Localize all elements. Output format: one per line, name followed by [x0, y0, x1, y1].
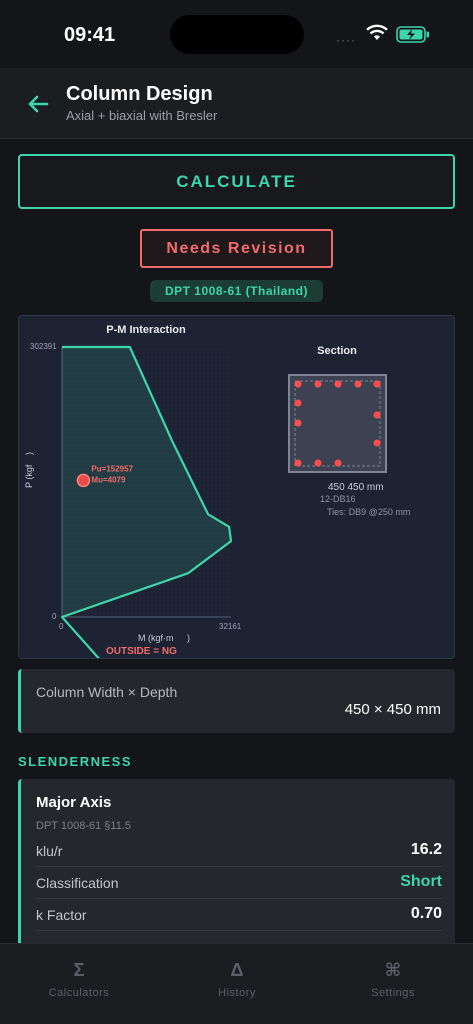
- rebar-dot: [294, 459, 302, 467]
- point-mu-label: Mu=4079: [91, 475, 126, 484]
- tab-settings[interactable]: ⌘ Settings: [333, 960, 453, 999]
- page-subtitle: Axial + biaxial with Bresler: [66, 108, 218, 123]
- result-row: k Factor 0.70: [36, 899, 442, 931]
- point-pu-label: Pu=152957: [91, 464, 133, 473]
- x-axis-label: M (kgf·m: [138, 633, 174, 643]
- x-tick-max: 32161: [219, 622, 242, 631]
- slenderness-card: Major Axis DPT 1008-61 §11.5 klu/r 16.2 …: [18, 779, 455, 959]
- rebar-dot: [334, 459, 342, 467]
- standard-badge: DPT 1008-61 (Thailand): [150, 280, 323, 302]
- row-key: k Factor: [36, 907, 87, 923]
- cellular-signal-icon: ····: [336, 33, 356, 47]
- rebar-dot: [334, 380, 342, 388]
- row-value: Short: [400, 873, 442, 890]
- rebar-dot: [373, 380, 381, 388]
- status-time: 09:41: [64, 24, 116, 46]
- nav-header: Column Design Axial + biaxial with Bresl…: [0, 68, 473, 139]
- rebar-group: [294, 380, 381, 467]
- rebar-dot: [354, 380, 362, 388]
- interaction-area: [62, 347, 231, 617]
- y-axis-label-close: ): [24, 452, 34, 455]
- column-dimension-card[interactable]: Column Width × Depth 450 × 450 mm: [18, 669, 455, 733]
- row-key: Classification: [36, 875, 119, 891]
- section-bars: 12-DB16: [320, 494, 356, 504]
- delta-icon: Δ: [230, 960, 244, 980]
- calculate-button[interactable]: CALCULATE: [18, 154, 455, 209]
- plot-grid: [62, 347, 231, 617]
- row-key: klu/r: [36, 843, 63, 859]
- pm-interaction-panel: P-M Interaction 302391 0 0 32161 P (kgf …: [18, 315, 455, 659]
- y-axis-label: P (kgf: [24, 464, 34, 488]
- column-dimension-label: Column Width × Depth: [36, 684, 178, 700]
- column-dimension-value: 450 × 450 mm: [344, 701, 441, 718]
- section-title: Section: [317, 345, 357, 357]
- rebar-dot: [294, 380, 302, 388]
- axis-title: Major Axis: [36, 794, 112, 811]
- status-badge: Needs Revision: [140, 229, 333, 268]
- row-value: 0.70: [410, 905, 442, 922]
- rebar-dot: [314, 380, 322, 388]
- column-section: [288, 374, 387, 473]
- wifi-icon: [366, 24, 388, 40]
- tab-calculators[interactable]: Σ Calculators: [19, 960, 139, 999]
- x-tick-min: 0: [59, 622, 64, 631]
- arrow-left-icon: [28, 95, 49, 113]
- section-dimensions: 450 450 mm: [328, 482, 384, 493]
- result-row: Classification Short: [36, 867, 442, 899]
- tab-label: History: [218, 987, 256, 999]
- sigma-icon: Σ: [73, 960, 85, 980]
- code-reference: DPT 1008-61 §11.5: [36, 820, 131, 832]
- x-axis-label-close: ): [187, 633, 190, 643]
- tab-label: Settings: [371, 987, 415, 999]
- result-row: klu/r 16.2: [36, 835, 442, 867]
- pm-chart-title: P-M Interaction: [106, 324, 186, 336]
- page-title: Column Design: [66, 83, 213, 105]
- rebar-dot: [294, 419, 302, 427]
- rebar-dot: [373, 439, 381, 447]
- dynamic-island: [170, 15, 304, 54]
- status-bar: 09:41 ····: [0, 0, 473, 68]
- load-point: [76, 473, 91, 488]
- tab-history[interactable]: Δ History: [177, 960, 297, 999]
- tab-bar: Σ Calculators Δ History ⌘ Settings: [0, 943, 473, 1024]
- row-value: 16.2: [410, 841, 442, 858]
- battery-charging-icon: [396, 26, 429, 43]
- rebar-dot: [314, 459, 322, 467]
- command-icon: ⌘: [384, 960, 402, 980]
- outside-ng-label: OUTSIDE = NG: [106, 646, 177, 657]
- y-tick-max: 302391: [30, 342, 57, 351]
- slenderness-heading: SLENDERNESS: [18, 754, 133, 769]
- section-ties: Ties: DB9 @250 mm: [327, 507, 410, 517]
- y-tick-min: 0: [52, 612, 57, 621]
- back-button[interactable]: [24, 90, 52, 118]
- pm-chart: P-M Interaction 302391 0 0 32161 P (kgf …: [24, 324, 410, 658]
- rebar-dot: [294, 399, 302, 407]
- tab-label: Calculators: [48, 987, 110, 999]
- rebar-dot: [373, 411, 381, 419]
- interaction-curve: [60, 345, 233, 658]
